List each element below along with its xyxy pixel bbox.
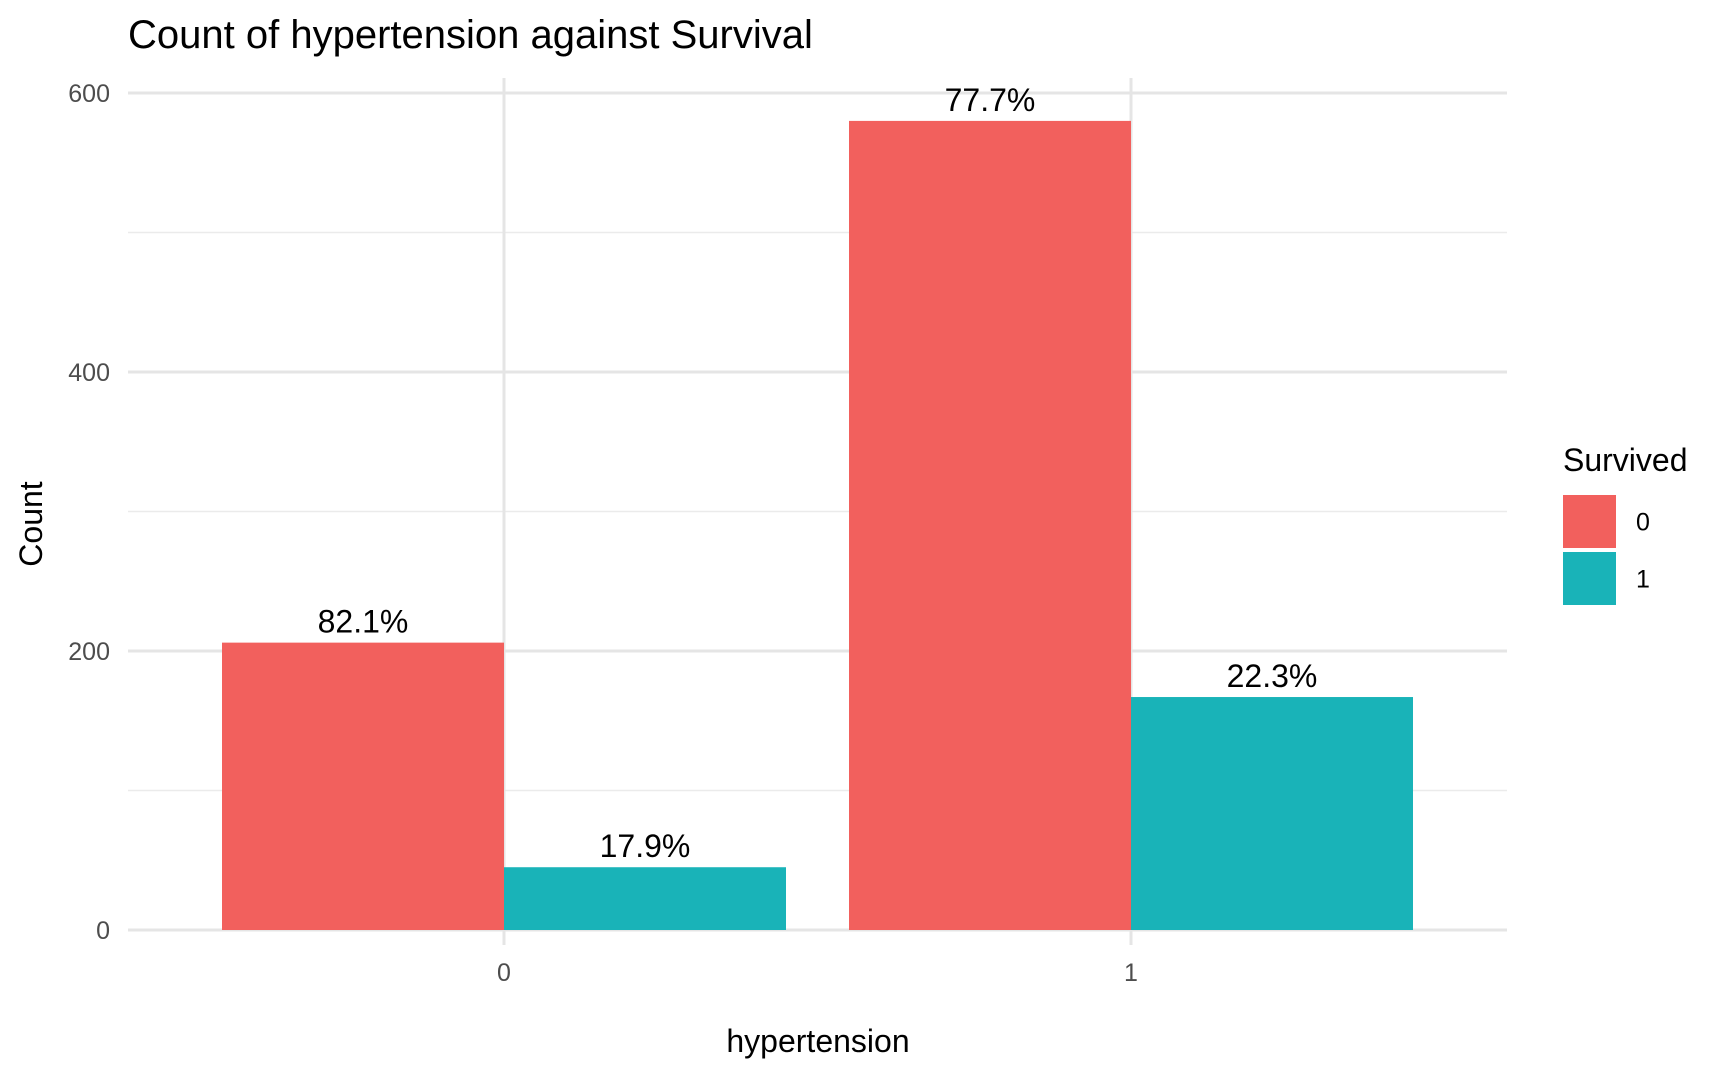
y-tick-label: 0 xyxy=(96,917,110,945)
chart-title: Count of hypertension against Survival xyxy=(128,13,813,57)
y-tick-label: 200 xyxy=(68,638,110,666)
bar-series-1-cat-1 xyxy=(1131,697,1413,930)
bar-series-1-cat-0 xyxy=(504,867,786,930)
bars-layer xyxy=(222,120,1413,930)
bar-data-label: 77.7% xyxy=(945,82,1036,118)
bar-data-label: 17.9% xyxy=(600,828,691,864)
legend-key-1 xyxy=(1563,552,1616,605)
x-tick-label: 1 xyxy=(1124,959,1138,987)
legend-key-0 xyxy=(1563,495,1616,548)
bar-series-0-cat-0 xyxy=(222,642,504,930)
x-tick-label: 0 xyxy=(497,959,511,987)
bar-series-0-cat-1 xyxy=(849,120,1131,930)
x-axis-label: hypertension xyxy=(726,1023,909,1059)
y-tick-label: 400 xyxy=(68,359,110,387)
y-axis-label: Count xyxy=(13,481,49,567)
y-tick-labels: 0 200 400 600 xyxy=(68,80,110,945)
bar-data-label: 22.3% xyxy=(1227,658,1318,694)
bar-data-label: 82.1% xyxy=(318,604,409,640)
data-labels-layer: 82.1% 77.7% 17.9% 22.3% xyxy=(318,82,1318,864)
y-tick-label: 600 xyxy=(68,80,110,108)
legend-item-label: 1 xyxy=(1636,566,1650,594)
legend-title: Survived xyxy=(1563,442,1688,478)
legend: Survived 0 1 xyxy=(1563,442,1688,605)
legend-item-label: 0 xyxy=(1636,509,1650,537)
